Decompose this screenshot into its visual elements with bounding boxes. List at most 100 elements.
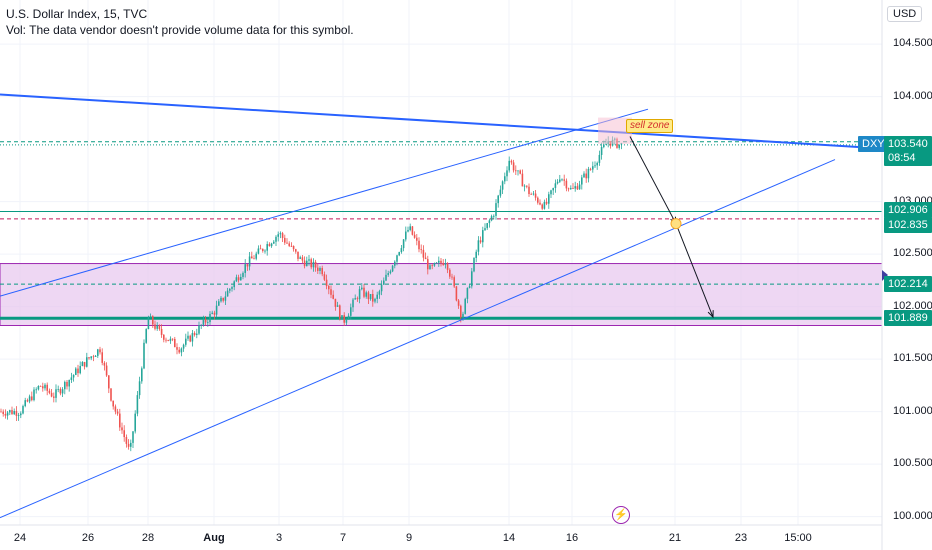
candle-body [380,284,383,292]
candle-body [345,319,348,323]
candle-body [165,339,167,341]
candle-body [191,333,194,342]
time-tick-label: 26 [81,532,95,544]
candle-body [600,147,603,155]
candle-body [563,179,565,181]
candle-body [594,165,596,167]
projection-path [629,136,714,319]
candle-body [116,411,119,414]
candle-body [374,298,376,302]
level-upper-green-label: 102.906 [884,202,932,218]
candle-body [543,201,546,209]
candle-body [46,384,48,391]
candle-body [255,253,257,259]
candle-body [20,413,22,416]
channel-upper-trendline [0,108,649,297]
candle-body [605,143,607,145]
candle-body [583,173,585,178]
candle-body [132,431,134,443]
candle-body [578,184,581,190]
sell-zone-label[interactable]: sell zone [626,119,674,133]
candle-body [556,181,559,184]
candle-body [367,292,370,300]
candle-body [174,338,176,348]
candle-body [37,386,40,390]
candle-body [528,186,530,195]
candle-body [143,342,145,369]
candle-body [574,186,576,189]
candle-body [22,406,24,414]
lightning-icon[interactable]: ⚡ [612,506,630,524]
candle-body [468,286,471,288]
candle-body [125,437,128,444]
candle-body [534,193,537,198]
candle-body [312,261,315,268]
symbol-line[interactable]: U.S. Dollar Index, 15, TVC [6,7,148,21]
candle-body [530,194,532,195]
candle-body [589,168,592,170]
time-tick-label: 28 [141,532,155,544]
candle-body [339,305,341,319]
candle-body [435,262,438,264]
candle-body [127,443,130,447]
candle-body [158,325,161,329]
candle-body [288,243,290,246]
candle-body [471,271,473,287]
candle-body [200,324,202,326]
price-tick-label: 101.000 [893,404,932,417]
horizontal-levels [0,141,882,320]
price-tick-label: 102.000 [893,299,932,312]
time-tick-label: 23 [734,532,748,544]
candle-body [354,298,356,300]
candle-body [88,357,90,359]
candle-body [281,233,284,238]
candle-body [440,260,442,263]
candle-body [319,268,321,271]
candle-body [325,279,328,287]
candle-body [389,271,392,274]
candle-body [286,242,288,244]
candle-body [253,258,255,260]
candle-body [110,388,112,401]
candle-body [398,252,400,256]
currency-button[interactable]: USD [887,6,923,22]
candle-body [101,352,103,363]
candle-body [248,256,251,267]
scroll-marker-icon[interactable] [882,270,888,281]
candle-body [6,412,9,416]
candle-body [79,366,81,374]
price-tick-label: 104.500 [893,37,932,50]
candle-body [301,257,304,261]
candle-body [59,388,62,394]
candle-body [83,362,86,367]
candle-body [499,189,502,196]
level-lower-green-label: 101.889 [884,310,932,326]
candle-body [455,286,458,301]
time-tick-label: 24 [13,532,27,544]
support-zone[interactable] [0,263,883,326]
candle-body [48,390,51,393]
candle-body [204,318,207,323]
candle-body [68,379,70,387]
candle-body [149,316,152,318]
candle-body [488,220,491,224]
candle-body [105,365,108,376]
candle-body [495,203,497,216]
candle-body [581,177,583,185]
candle-body [240,276,242,281]
candle-body [420,249,422,251]
candle-body [532,193,535,195]
candle-body [451,276,453,278]
candle-body [539,202,541,205]
time-tick-label: 3 [275,532,283,544]
candle-body [31,396,33,401]
candle-body [259,248,262,250]
candle-body [163,334,165,340]
candle-body [242,272,244,277]
candle-body [598,154,601,163]
candle-body [559,179,561,182]
price-tick-label: 101.500 [893,352,932,365]
candle-body [365,292,367,297]
